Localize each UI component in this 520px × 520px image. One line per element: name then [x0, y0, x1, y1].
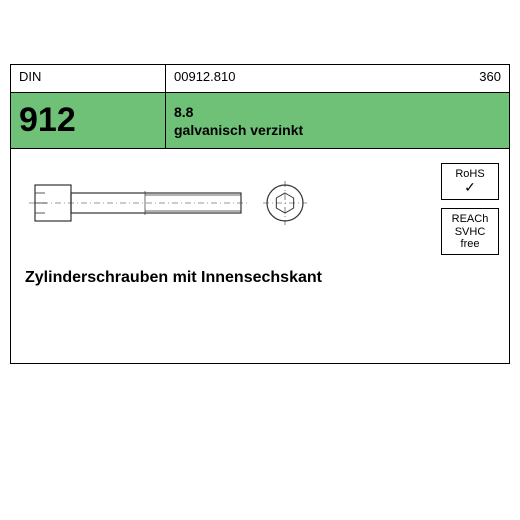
product-title: Zylinderschrauben mit Innensechskant	[25, 269, 322, 287]
finish: galvanisch verzinkt	[174, 122, 501, 138]
screw-drawing	[25, 163, 345, 243]
reach-line1: REACh	[444, 213, 496, 225]
grade: 8.8	[174, 104, 501, 120]
check-icon: ✓	[444, 180, 496, 195]
spec-details: 8.8 galvanisch verzinkt	[166, 93, 509, 148]
header-row: DIN 00912.810 360	[11, 65, 509, 93]
reach-line2: SVHC	[444, 226, 496, 238]
compliance-badges: RoHS ✓ REACh SVHC free	[441, 163, 499, 255]
ref-number: 360	[439, 65, 509, 92]
product-code: 00912.810	[166, 65, 439, 92]
standard-label: DIN	[11, 65, 166, 92]
reach-badge: REACh SVHC free	[441, 208, 499, 254]
din-number: 912	[11, 93, 166, 148]
content-area: Zylinderschrauben mit Innensechskant RoH…	[11, 149, 509, 363]
rohs-badge: RoHS ✓	[441, 163, 499, 200]
spec-row: 912 8.8 galvanisch verzinkt	[11, 93, 509, 149]
reach-line3: free	[444, 238, 496, 250]
product-card: DIN 00912.810 360 912 8.8 galvanisch ver…	[10, 64, 510, 364]
